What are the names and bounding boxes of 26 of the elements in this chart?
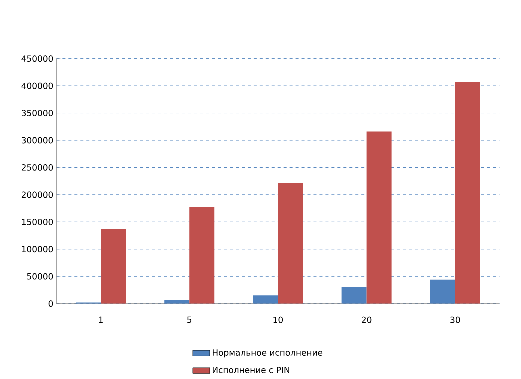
x-tick-label: 5 (188, 317, 192, 324)
bar (430, 280, 456, 304)
bar (190, 208, 215, 304)
y-tick-label: 200000 (22, 192, 54, 198)
bar (164, 300, 190, 304)
bar (366, 132, 392, 304)
bar (101, 229, 126, 304)
y-tick-label: 150000 (22, 219, 54, 226)
bar (455, 82, 480, 304)
legend-label: Нормальное исполнение (213, 350, 323, 358)
y-tick-label: 350000 (22, 110, 54, 117)
x-tick-label: 30 (450, 317, 460, 324)
bar (253, 296, 278, 304)
legend-label: Исполнение с PIN (213, 367, 290, 374)
x-tick-label: 20 (362, 317, 372, 324)
y-tick-label: 100000 (22, 246, 54, 253)
y-tick-label: 300000 (22, 138, 54, 144)
y-tick-label: 400000 (22, 83, 54, 90)
y-tick-label: 450000 (22, 56, 54, 62)
y-tick-label: 250000 (22, 164, 54, 172)
y-tick-label: 50000 (27, 274, 54, 280)
bar (342, 287, 367, 304)
bar (278, 184, 304, 304)
y-tick-label: 0 (48, 300, 54, 308)
x-tick-label: 10 (274, 317, 284, 324)
x-tick-label: 1 (99, 317, 103, 324)
